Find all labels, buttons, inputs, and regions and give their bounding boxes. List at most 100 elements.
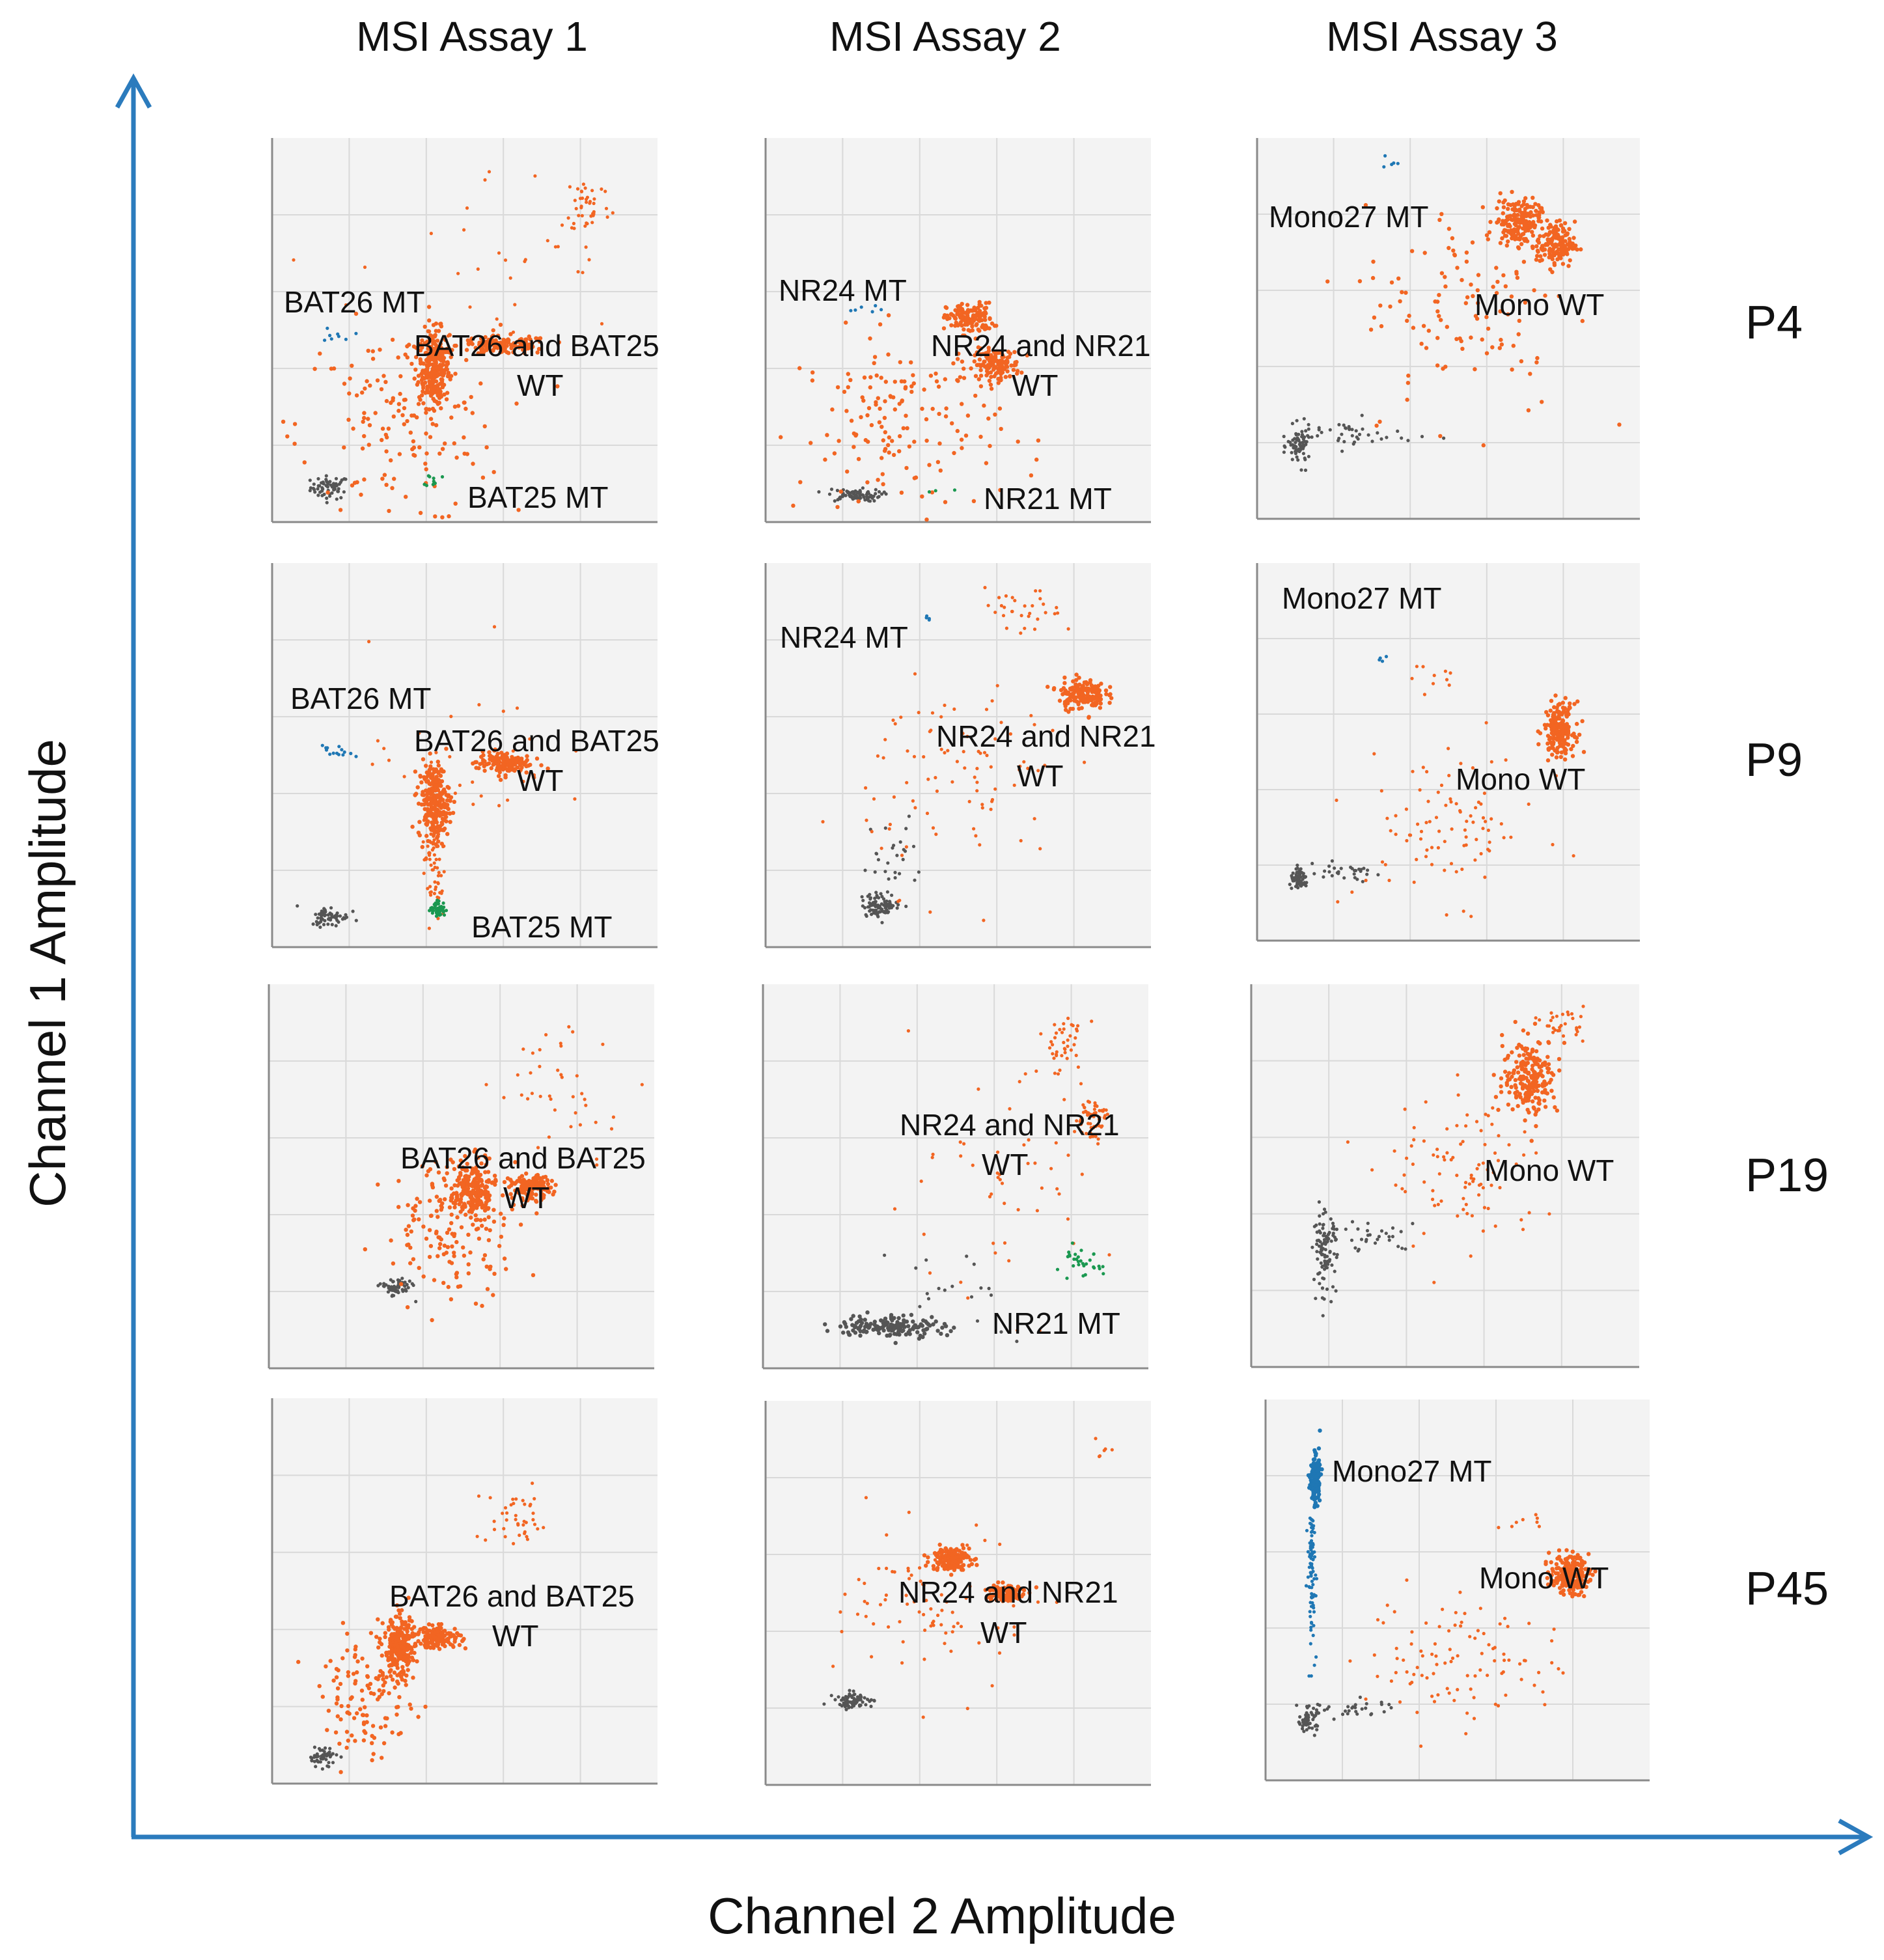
droplet-point [354, 331, 358, 335]
droplet-point [1501, 205, 1506, 210]
droplet-point [323, 918, 327, 922]
droplet-point [439, 1205, 444, 1210]
droplet-point [1003, 1202, 1006, 1206]
droplet-point [421, 1224, 426, 1229]
droplet-point [1385, 435, 1389, 439]
droplet-point [414, 1299, 418, 1304]
droplet-point [326, 913, 330, 917]
droplet-point [434, 1229, 439, 1234]
droplet-point [324, 910, 327, 914]
droplet-point [1333, 866, 1337, 870]
label-mono-wt: Mono WT [1475, 288, 1604, 322]
droplet-point [1019, 614, 1023, 618]
droplet-point [1451, 248, 1456, 253]
droplet-point [1405, 838, 1409, 843]
droplet-point [508, 1192, 513, 1196]
droplet-point [1581, 1004, 1585, 1008]
droplet-point [1407, 313, 1411, 318]
droplet-point [1499, 1084, 1503, 1089]
droplet-point [458, 1200, 463, 1204]
droplet-point [1509, 1084, 1514, 1089]
droplet-point [1315, 1242, 1319, 1246]
droplet-point [1504, 1081, 1509, 1085]
droplet-point [980, 806, 984, 810]
droplet-point [486, 1206, 491, 1211]
droplet-point [1066, 627, 1070, 631]
droplet-point [446, 1284, 450, 1290]
droplet-point [1442, 436, 1446, 440]
droplet-point [480, 1303, 484, 1308]
droplet-point [930, 490, 935, 495]
droplet-point [1617, 422, 1622, 427]
droplet-point [434, 353, 438, 357]
droplet-point [324, 484, 328, 488]
droplet-point [429, 893, 433, 897]
droplet-point [1335, 871, 1339, 875]
droplet-point [1524, 1090, 1529, 1096]
droplet-point [913, 475, 919, 480]
droplet-point [1502, 836, 1506, 840]
droplet-point [973, 374, 978, 378]
droplet-point [334, 476, 339, 480]
droplet-point [1447, 747, 1450, 751]
droplet-point [520, 1203, 525, 1208]
droplet-point [471, 1222, 475, 1227]
droplet-point [1282, 434, 1286, 439]
droplet-cluster-wild-type [1335, 721, 1575, 918]
droplet-point [962, 311, 967, 315]
droplet-point [1376, 431, 1379, 435]
droplet-point [302, 460, 307, 465]
droplet-point [445, 803, 450, 807]
droplet-point [437, 810, 442, 814]
droplet-point [534, 756, 540, 761]
droplet-point [601, 1042, 605, 1046]
droplet-point [1389, 829, 1392, 833]
droplet-point [314, 920, 318, 924]
droplet-point [409, 361, 414, 366]
droplet-point [1559, 725, 1564, 729]
droplet-point [925, 811, 930, 816]
droplet-point [1394, 1183, 1398, 1187]
droplet-point [451, 1200, 456, 1205]
droplet-point [502, 341, 506, 346]
droplet-point [417, 445, 422, 450]
droplet-point [458, 1158, 463, 1163]
droplet-point [534, 1173, 539, 1178]
droplet-point [1418, 788, 1422, 792]
droplet-point [1318, 1214, 1322, 1218]
droplet-point [903, 385, 908, 389]
droplet-point [508, 762, 513, 767]
droplet-point [1545, 713, 1551, 717]
droplet-point [1448, 671, 1452, 675]
droplet-point [559, 1073, 563, 1077]
droplet-point [434, 1209, 439, 1213]
droplet-point [928, 910, 932, 914]
droplet-point [1066, 1044, 1070, 1048]
droplet-point [1057, 1192, 1061, 1196]
droplet-cluster-negative [1310, 1200, 1339, 1318]
droplet-point [498, 350, 503, 355]
droplet-point [574, 749, 578, 753]
droplet-point [1527, 1082, 1532, 1086]
droplet-point [524, 770, 529, 775]
droplet-point [1071, 695, 1076, 700]
droplet-point [1065, 698, 1070, 702]
droplet-point [510, 1207, 514, 1211]
droplet-point [980, 325, 984, 329]
droplet-point [515, 765, 520, 770]
droplet-point [498, 777, 503, 782]
droplet-point [429, 906, 433, 910]
droplet-point [978, 384, 984, 389]
droplet-point [468, 305, 472, 309]
droplet-point [360, 390, 365, 395]
droplet-point [1545, 1055, 1550, 1059]
droplet-point [437, 803, 443, 808]
droplet-point [1378, 303, 1383, 308]
label-nr21-mt: NR21 MT [984, 482, 1112, 516]
droplet-point [335, 497, 339, 501]
droplet-point [1419, 837, 1423, 841]
droplet-point [1545, 758, 1551, 763]
droplet-point [1503, 234, 1508, 238]
droplet-point [513, 303, 517, 307]
droplet-point [439, 324, 444, 329]
